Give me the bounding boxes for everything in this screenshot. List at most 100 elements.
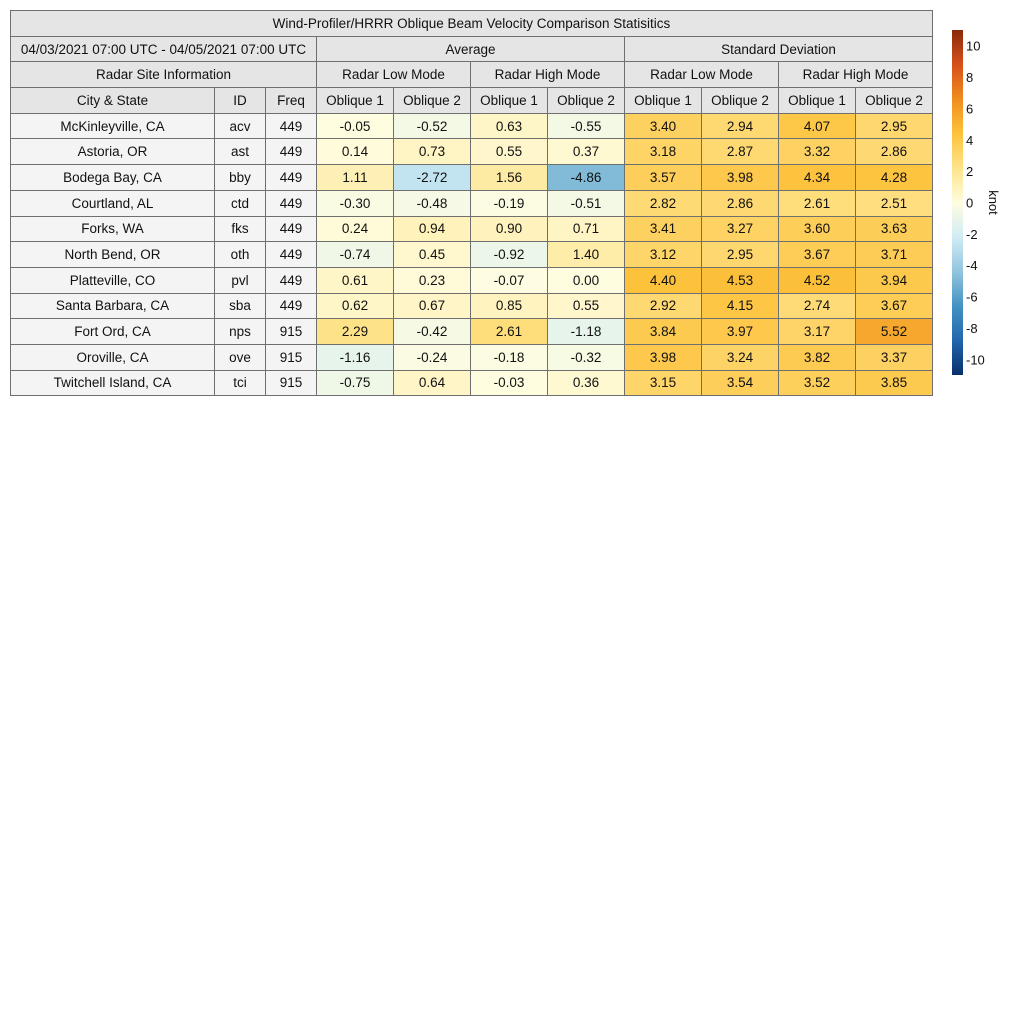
value-cell: 0.62 xyxy=(316,292,394,320)
value-cell: -0.55 xyxy=(547,112,625,140)
site-city: Courtland, AL xyxy=(10,189,215,217)
value-cell: 3.94 xyxy=(855,266,933,294)
colorbar-tick-label: -10 xyxy=(966,352,985,367)
value-cell: -0.18 xyxy=(470,343,548,371)
value-cell: 3.57 xyxy=(624,164,702,191)
site-info-header: Radar Site Information xyxy=(10,61,317,89)
value-cell: 3.52 xyxy=(778,369,856,397)
site-id: bby xyxy=(214,164,266,191)
site-id: ast xyxy=(214,138,266,166)
value-cell: 2.86 xyxy=(855,138,933,166)
value-cell: 3.67 xyxy=(778,241,856,268)
value-cell: -1.16 xyxy=(316,343,394,371)
value-cell: -0.30 xyxy=(316,189,394,217)
value-cell: -2.72 xyxy=(393,164,471,191)
table-row: McKinleyville, CA acv 449 -0.05 -0.52 0.63 -0.… xyxy=(10,112,933,140)
value-cell: 0.55 xyxy=(547,292,625,320)
value-cell: 1.11 xyxy=(316,164,394,191)
value-cell: 3.18 xyxy=(624,138,702,166)
table-row: Oroville, CA ove 915 -1.16 -0.24 -0.18 -0.32 3.… xyxy=(10,343,933,371)
value-cell: 0.36 xyxy=(547,369,625,397)
column-header-std-low-ob1: Oblique 1 xyxy=(624,87,702,114)
site-freq: 915 xyxy=(265,369,317,397)
site-city: Santa Barbara, CA xyxy=(10,292,215,320)
value-cell: -0.52 xyxy=(393,112,471,140)
value-cell: -0.03 xyxy=(470,369,548,397)
site-id: nps xyxy=(214,318,266,345)
value-cell: 4.28 xyxy=(855,164,933,191)
column-header-std-high-ob2: Oblique 2 xyxy=(855,87,933,114)
site-freq: 915 xyxy=(265,343,317,371)
value-cell: -0.74 xyxy=(316,241,394,268)
site-id: ove xyxy=(214,343,266,371)
table-row: Forks, WA fks 449 0.24 0.94 0.90 0.71 3.41 3.27 3… xyxy=(10,215,933,243)
site-id: pvl xyxy=(214,266,266,294)
mode-header-std-low: Radar Low Mode xyxy=(624,61,779,89)
value-cell: 0.90 xyxy=(470,215,548,243)
date-range: 04/03/2021 07:00 UTC - 04/05/2021 07:00 … xyxy=(10,35,317,63)
value-cell: 3.67 xyxy=(855,292,933,320)
site-id: sba xyxy=(214,292,266,320)
column-header-avg-low-ob2: Oblique 2 xyxy=(393,87,471,114)
table-row: Bodega Bay, CA bby 449 1.11 -2.72 1.56 -4.86 3.… xyxy=(10,164,933,191)
value-cell: 1.56 xyxy=(470,164,548,191)
value-cell: -0.51 xyxy=(547,189,625,217)
value-cell: 3.98 xyxy=(701,164,779,191)
colorbar-tick-label: 0 xyxy=(966,196,973,211)
site-freq: 449 xyxy=(265,241,317,268)
table-title: Wind-Profiler/HRRR Oblique Beam Velocity… xyxy=(10,10,933,37)
colorbar-tick-label: -4 xyxy=(966,258,978,273)
value-cell: 3.85 xyxy=(855,369,933,397)
value-cell: 2.61 xyxy=(470,318,548,345)
site-id: ctd xyxy=(214,189,266,217)
value-cell: 2.95 xyxy=(701,241,779,268)
value-cell: 2.86 xyxy=(701,189,779,217)
value-cell: 3.60 xyxy=(778,215,856,243)
column-header-avg-high-ob1: Oblique 1 xyxy=(470,87,548,114)
value-cell: 2.61 xyxy=(778,189,856,217)
site-city: Forks, WA xyxy=(10,215,215,243)
colorbar-tick-label: 4 xyxy=(966,133,973,148)
table-row: Platteville, CO pvl 449 0.61 0.23 -0.07 0.00 4.… xyxy=(10,266,933,294)
value-cell: 0.85 xyxy=(470,292,548,320)
site-city: North Bend, OR xyxy=(10,241,215,268)
value-cell: 0.73 xyxy=(393,138,471,166)
colorbar-tick-label: 6 xyxy=(966,101,973,116)
value-cell: 0.94 xyxy=(393,215,471,243)
value-cell: 4.34 xyxy=(778,164,856,191)
site-freq: 449 xyxy=(265,266,317,294)
colorbar-tick-label: 8 xyxy=(966,70,973,85)
value-cell: -0.07 xyxy=(470,266,548,294)
mode-header-avg-high: Radar High Mode xyxy=(470,61,625,89)
value-cell: -0.75 xyxy=(316,369,394,397)
value-cell: 2.51 xyxy=(855,189,933,217)
value-cell: 4.52 xyxy=(778,266,856,294)
colorbar-gradient xyxy=(952,30,963,375)
colorbar-graphic: -10 -8 -6 -4 -2 0 2 4 6 8 10 knot xyxy=(952,30,1001,375)
value-cell: -0.24 xyxy=(393,343,471,371)
value-cell: 0.23 xyxy=(393,266,471,294)
value-cell: 0.45 xyxy=(393,241,471,268)
value-cell: 3.27 xyxy=(701,215,779,243)
column-header-avg-high-ob2: Oblique 2 xyxy=(547,87,625,114)
table-row: Courtland, AL ctd 449 -0.30 -0.48 -0.19 -0.51 2… xyxy=(10,189,933,217)
value-cell: 3.84 xyxy=(624,318,702,345)
value-cell: 0.63 xyxy=(470,112,548,140)
table-row: Santa Barbara, CA sba 449 0.62 0.67 0.85 0.55 2… xyxy=(10,292,933,320)
value-cell: 4.07 xyxy=(778,112,856,140)
value-cell: -4.86 xyxy=(547,164,625,191)
value-cell: -0.48 xyxy=(393,189,471,217)
mode-header-std-high: Radar High Mode xyxy=(778,61,933,89)
value-cell: 4.15 xyxy=(701,292,779,320)
value-cell: 3.15 xyxy=(624,369,702,397)
value-cell: 0.67 xyxy=(393,292,471,320)
value-cell: 0.64 xyxy=(393,369,471,397)
column-header-std-high-ob1: Oblique 1 xyxy=(778,87,856,114)
site-freq: 915 xyxy=(265,318,317,345)
value-cell: 3.40 xyxy=(624,112,702,140)
site-city: Bodega Bay, CA xyxy=(10,164,215,191)
value-cell: 3.97 xyxy=(701,318,779,345)
site-freq: 449 xyxy=(265,292,317,320)
value-cell: -1.18 xyxy=(547,318,625,345)
site-id: oth xyxy=(214,241,266,268)
